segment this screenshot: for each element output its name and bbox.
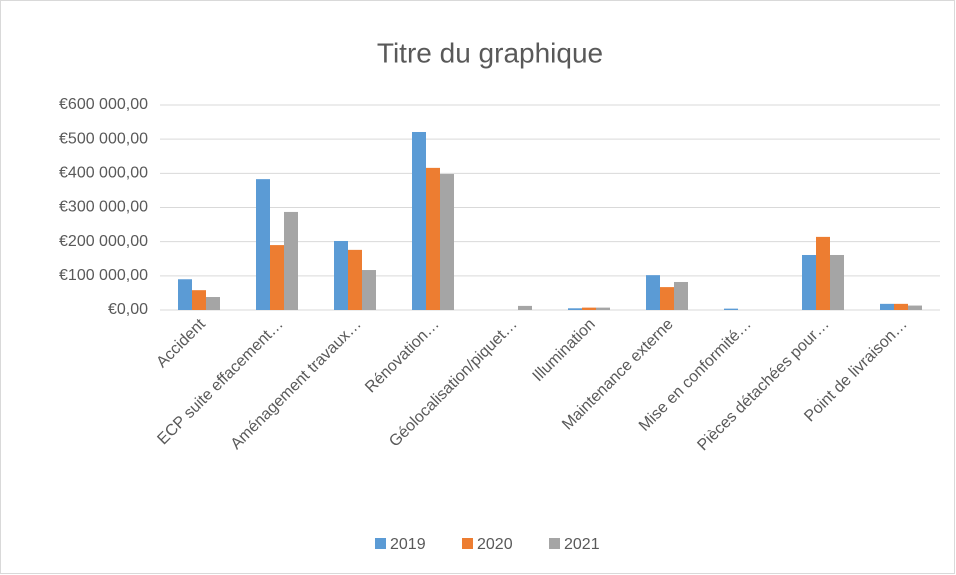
bar bbox=[348, 249, 362, 310]
bar bbox=[518, 305, 532, 310]
bar bbox=[646, 275, 660, 310]
bar bbox=[334, 240, 348, 310]
bar bbox=[830, 254, 844, 310]
y-tick-label: €100 000,00 bbox=[59, 267, 148, 284]
bar bbox=[582, 307, 596, 310]
bar bbox=[674, 281, 688, 310]
bar bbox=[412, 131, 426, 310]
bar bbox=[270, 245, 284, 310]
bar bbox=[880, 303, 894, 310]
chart-title: Titre du graphique bbox=[377, 37, 603, 68]
y-tick-label: €400 000,00 bbox=[59, 165, 148, 182]
y-tick-label: €500 000,00 bbox=[59, 130, 148, 147]
bar bbox=[362, 270, 376, 310]
bar bbox=[724, 308, 738, 310]
bar bbox=[816, 236, 830, 310]
y-tick-label: €200 000,00 bbox=[59, 233, 148, 250]
legend-label: 2019 bbox=[390, 536, 426, 553]
bar bbox=[908, 305, 922, 310]
bar bbox=[284, 211, 298, 310]
bar bbox=[440, 174, 454, 310]
bar bbox=[192, 290, 206, 310]
bar bbox=[426, 167, 440, 310]
bar bbox=[178, 279, 192, 310]
y-tick-label: €300 000,00 bbox=[59, 199, 148, 216]
y-tick-label: €600 000,00 bbox=[59, 96, 148, 113]
legend-label: 2021 bbox=[564, 536, 600, 553]
y-tick-label: €0,00 bbox=[108, 301, 148, 318]
legend-swatch bbox=[375, 538, 386, 549]
bar bbox=[894, 303, 908, 310]
bar bbox=[256, 179, 270, 310]
bar bbox=[660, 287, 674, 310]
bar bbox=[206, 297, 220, 310]
legend-label: 2020 bbox=[477, 536, 513, 553]
legend-swatch bbox=[549, 538, 560, 549]
bar bbox=[802, 254, 816, 310]
bar bbox=[596, 307, 610, 310]
bar bbox=[568, 308, 582, 310]
legend-swatch bbox=[462, 538, 473, 549]
